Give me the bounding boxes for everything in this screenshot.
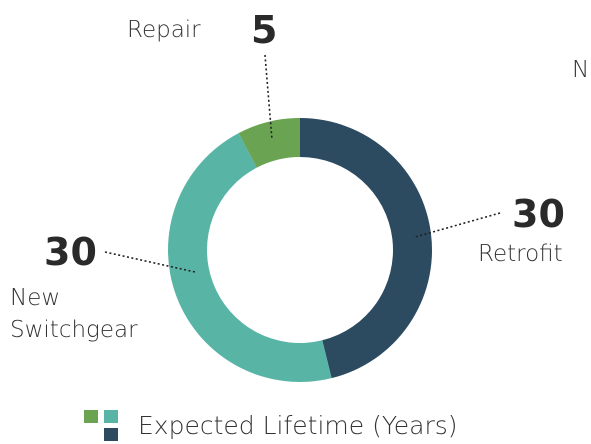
donut-slice — [300, 118, 432, 379]
legend-swatch — [84, 410, 98, 423]
value-label: 5 — [251, 8, 278, 52]
clipped-label: N — [572, 57, 590, 83]
leader-line — [264, 54, 273, 141]
legend-label: Expected Lifetime (Years) — [138, 411, 458, 440]
leader-line — [104, 251, 196, 273]
value-label: 30 — [512, 192, 565, 236]
legend-swatch — [104, 428, 118, 441]
legend-swatch — [104, 410, 118, 423]
category-label: Repair — [127, 17, 201, 43]
leader-line — [414, 212, 501, 238]
category-label: Retrofit — [478, 241, 563, 267]
donut-slice — [238, 118, 300, 168]
category-label: New Switchgear — [10, 285, 138, 343]
donut-slice — [167, 133, 332, 383]
value-label: 30 — [44, 230, 97, 274]
